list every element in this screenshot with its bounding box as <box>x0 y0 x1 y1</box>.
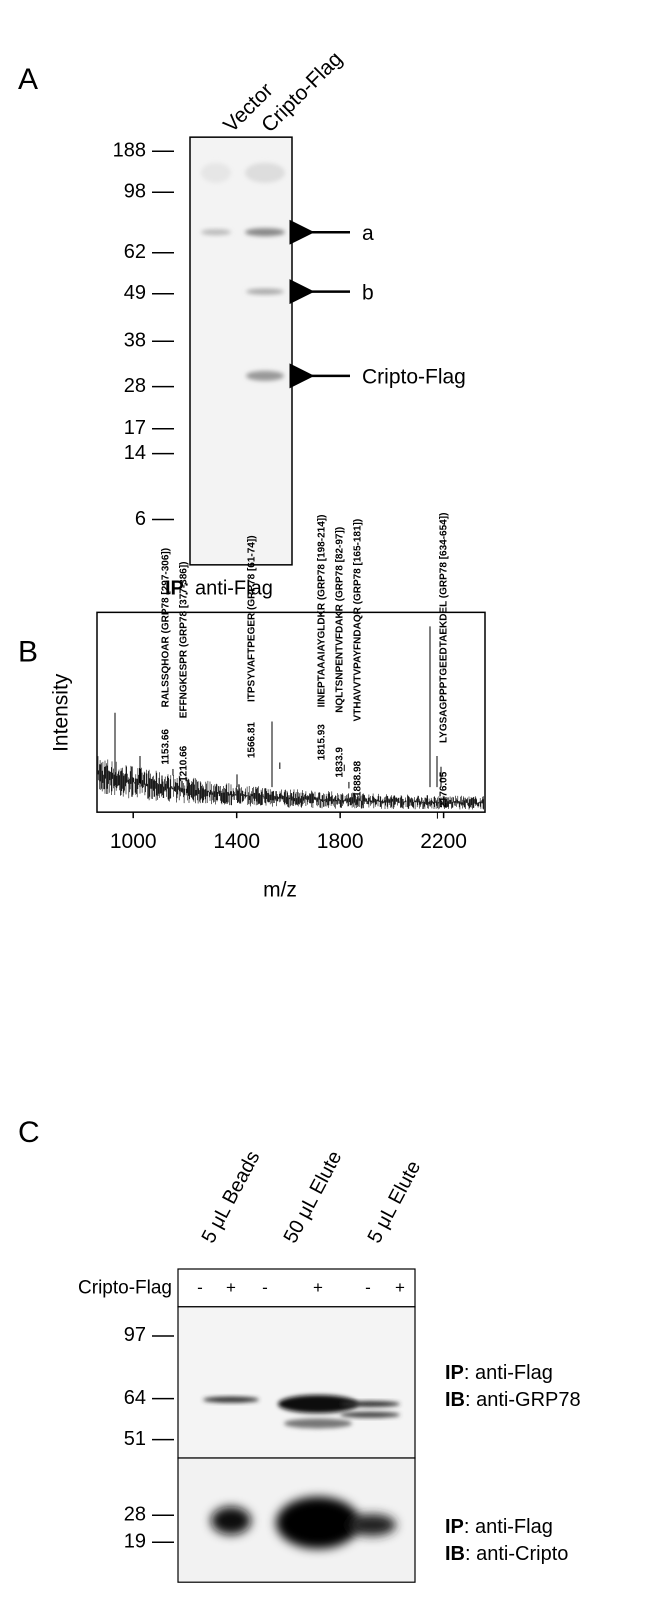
caption-text: : anti-Flag <box>184 578 273 600</box>
sign: + <box>395 1278 405 1297</box>
blot <box>177 1306 416 1459</box>
gel-band <box>201 229 231 236</box>
marker-label: 6 <box>135 508 146 530</box>
peak-annotation: EFFNGKESPR (GRP78 [377-386]) <box>179 561 190 718</box>
panel-label: A <box>18 63 38 96</box>
gel-band <box>246 370 284 381</box>
gel-band <box>246 288 284 295</box>
marker-label: 28 <box>124 1504 146 1526</box>
plot-frame <box>96 611 486 813</box>
peak-annotation: LYGSAGPPPTGEEDTAEKDEL (GRP78 [634-654]) <box>439 513 450 743</box>
peak-mz: 1153.66 <box>161 729 172 765</box>
label-bold: IB <box>445 1543 465 1565</box>
sign: - <box>197 1278 203 1297</box>
peak-annotation: RALSSQHOAR (GRP78 [297-306]) <box>161 548 172 707</box>
blot-band <box>211 1506 251 1535</box>
y-axis-label: Intensity <box>50 673 73 752</box>
marker-label: 14 <box>124 442 146 464</box>
spectrum-noise <box>97 756 484 810</box>
blot-ib-label: IB: anti-Cripto <box>445 1543 568 1565</box>
lane-label: 5 μL Elute <box>364 1157 426 1247</box>
sign: - <box>262 1278 268 1297</box>
label-bold: IB <box>445 1389 465 1411</box>
blot-band <box>278 1395 358 1413</box>
marker-label: 62 <box>124 241 146 263</box>
marker-label: 28 <box>124 375 146 397</box>
x-axis-label: m/z <box>263 879 297 902</box>
peak-mz: 1815.93 <box>317 724 328 761</box>
marker-label: 98 <box>124 181 146 203</box>
x-tick-label: 1000 <box>110 830 157 853</box>
panel-label: C <box>18 1116 40 1149</box>
gel-band <box>201 162 231 183</box>
x-tick-label: 1800 <box>317 830 364 853</box>
label-text: : anti-Flag <box>464 1516 553 1538</box>
label-text: : anti-GRP78 <box>465 1389 581 1411</box>
blot-band <box>284 1418 352 1429</box>
peak-mz: 1566.81 <box>247 722 258 759</box>
blot-band <box>348 1513 396 1536</box>
gel-band <box>245 162 285 183</box>
band-label: Cripto-Flag <box>362 366 466 389</box>
peak-mz: 1833.9 <box>335 747 346 778</box>
marker-label: 51 <box>124 1428 146 1450</box>
band-label: a <box>362 222 374 245</box>
row-label: Cripto-Flag <box>78 1277 172 1298</box>
gel <box>189 136 293 566</box>
blot-ib-label: IB: anti-GRP78 <box>445 1389 581 1411</box>
blot-band <box>203 1396 259 1403</box>
marker-label: 64 <box>124 1387 146 1409</box>
marker-label: 19 <box>124 1531 146 1553</box>
peak-annotation: NQLTSNPENTVFDAKR (GRP78 [82-97]) <box>335 527 346 713</box>
caption-bold: IP <box>165 578 184 600</box>
label-bold: IP <box>445 1362 464 1384</box>
panel-label: B <box>18 635 38 668</box>
marker-label: 97 <box>124 1324 146 1346</box>
peak-annotation: IINEPTAAAIAYGLDKR (GRP78 [198-214]) <box>317 515 328 708</box>
blot-ip-label: IP: anti-Flag <box>445 1362 553 1384</box>
sign-row <box>177 1268 416 1308</box>
sign: + <box>226 1278 236 1297</box>
peak-annotation: VTHAVVTVPAYFNDAQR (GRP78 [165-181]) <box>353 519 364 722</box>
peak-mz: 1888.98 <box>353 760 364 797</box>
label-text: : anti-Cripto <box>465 1543 568 1565</box>
marker-label: 17 <box>124 417 146 439</box>
blot-ip-label: IP: anti-Flag <box>445 1516 553 1538</box>
peak-mz: 2176.05 <box>439 771 450 808</box>
label-bold: IP <box>445 1516 464 1538</box>
x-tick-label: 1400 <box>213 830 260 853</box>
band-label: b <box>362 281 374 304</box>
caption: IP: anti-Flag <box>165 578 273 600</box>
gel-band <box>245 228 285 237</box>
blot-band <box>340 1401 400 1407</box>
lane-label: 50 μL Elute <box>280 1147 347 1246</box>
sign: - <box>365 1278 371 1297</box>
marker-label: 49 <box>124 282 146 304</box>
blot-band <box>340 1411 400 1418</box>
marker-label: 38 <box>124 330 146 352</box>
x-tick-label: 2200 <box>420 830 467 853</box>
blot-band <box>276 1496 360 1549</box>
sign: + <box>313 1278 323 1297</box>
marker-label: 188 <box>113 139 146 161</box>
peak-annotation: ITPSYVAFTPEGER (GRP78 [61-74]) <box>247 535 258 702</box>
peak-mz: 1210.66 <box>179 745 190 782</box>
lane-label: 5 μL Beads <box>198 1147 265 1246</box>
label-text: : anti-Flag <box>464 1362 553 1384</box>
